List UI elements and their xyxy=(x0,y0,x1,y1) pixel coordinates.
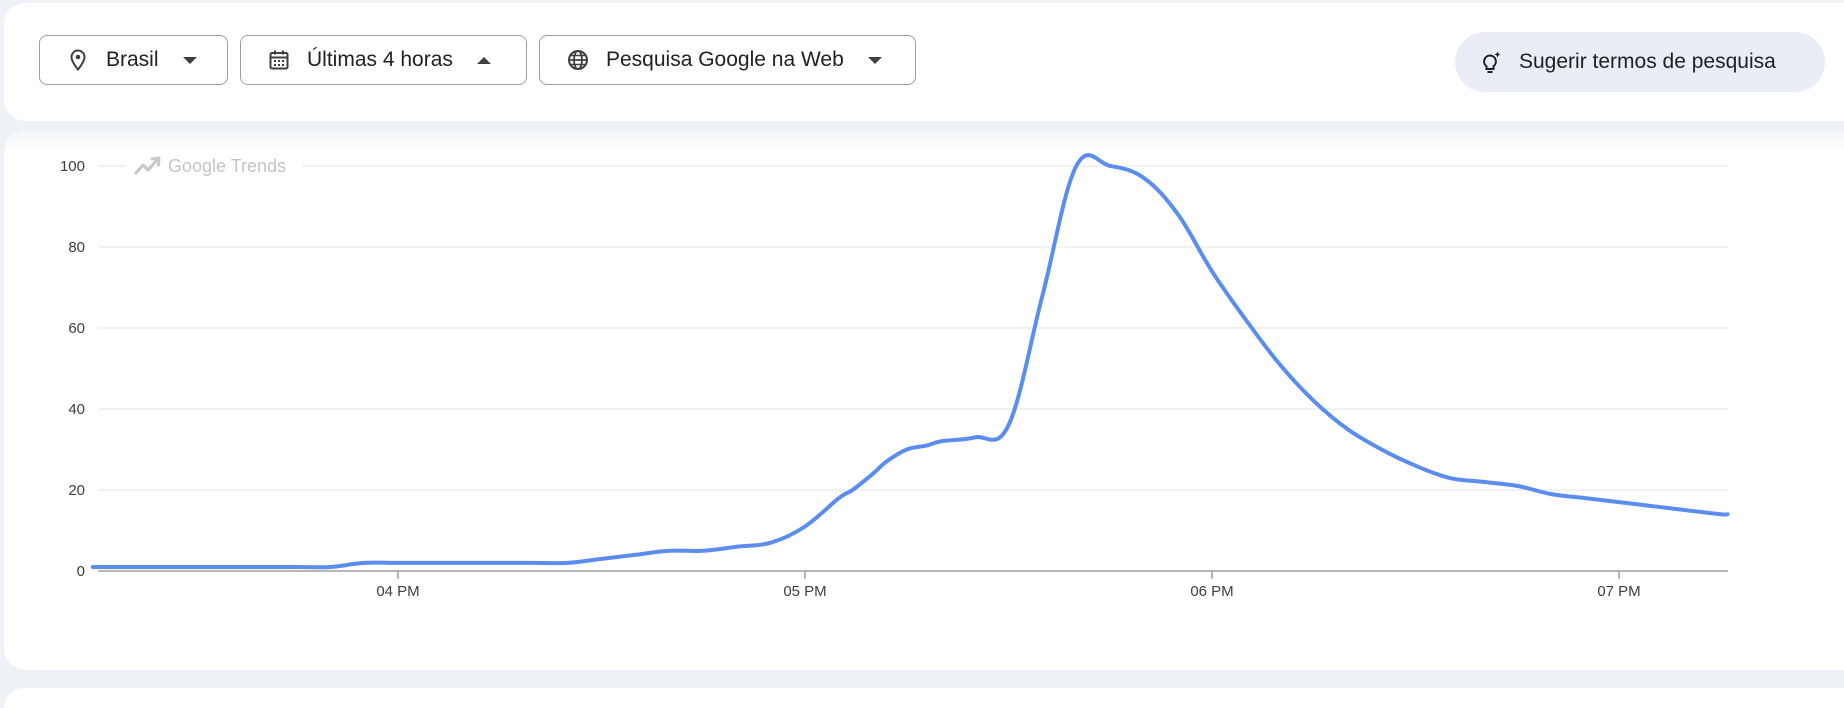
y-tick-label: 80 xyxy=(68,239,85,256)
y-tick-label: 60 xyxy=(68,320,85,337)
series-line xyxy=(90,153,1730,570)
card-shadow xyxy=(4,122,1844,152)
search-property-filter-label: Pesquisa Google na Web xyxy=(606,48,844,71)
x-tick-label: 05 PM xyxy=(783,583,826,600)
chevron-down-icon xyxy=(867,56,882,64)
chevron-down-icon xyxy=(182,56,197,64)
location-pin-icon xyxy=(64,46,92,74)
time-range-filter-label: Últimas 4 horas xyxy=(307,48,453,71)
globe-icon xyxy=(564,46,592,74)
next-card-edge xyxy=(4,688,1844,708)
y-tick-label: 20 xyxy=(68,482,85,499)
trending-up-icon xyxy=(134,156,161,175)
x-tick-label: 07 PM xyxy=(1597,583,1640,600)
location-filter-button[interactable]: Brasil xyxy=(39,35,228,85)
lightbulb-sparkle-icon xyxy=(1477,48,1505,76)
calendar-icon xyxy=(265,46,293,74)
search-property-filter-button[interactable]: Pesquisa Google na Web xyxy=(539,35,916,85)
y-tick-label: 0 xyxy=(77,563,85,580)
chart-card xyxy=(4,130,1844,670)
chevron-up-icon xyxy=(476,56,491,64)
google-trends-watermark: Google Trends xyxy=(126,152,302,178)
x-tick-label: 04 PM xyxy=(376,583,419,600)
suggest-search-terms-label: Sugerir termos de pesquisa xyxy=(1519,50,1776,73)
time-range-filter-button[interactable]: Últimas 4 horas xyxy=(240,35,527,85)
watermark-label: Google Trends xyxy=(168,156,286,176)
x-tick-label: 06 PM xyxy=(1190,583,1233,600)
location-filter-label: Brasil xyxy=(106,48,159,71)
suggest-search-terms-button[interactable]: Sugerir termos de pesquisa xyxy=(1455,32,1825,92)
y-tick-label: 40 xyxy=(68,401,85,418)
y-tick-label: 100 xyxy=(60,158,85,175)
